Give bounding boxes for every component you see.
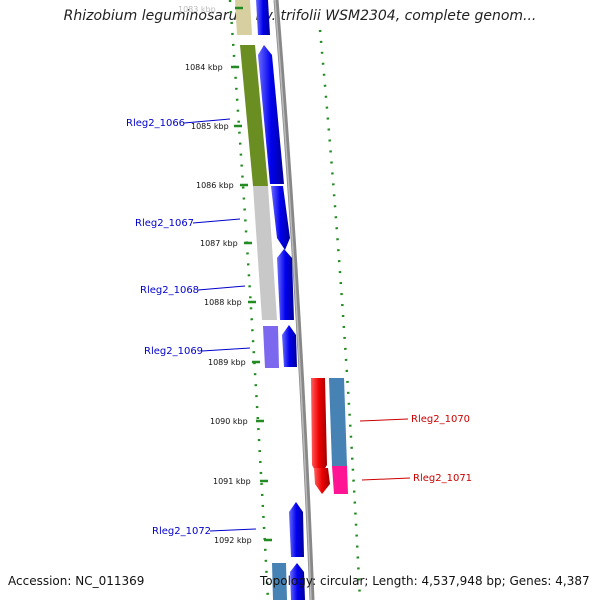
ruler-label: 1092 kbp <box>214 536 252 545</box>
accession-text: Accession: NC_011369 <box>8 574 145 588</box>
leader-line <box>201 347 251 352</box>
leader-line <box>183 118 231 124</box>
ruler-ticks <box>231 6 272 542</box>
leader-line <box>359 418 409 422</box>
gene-arrow-forward[interactable] <box>290 563 305 600</box>
ruler-label: 1091 kbp <box>213 477 251 486</box>
cog-block-pink <box>332 466 348 494</box>
cog-block-olive <box>240 45 268 186</box>
gene-arrow-forward[interactable] <box>256 0 270 35</box>
gene-arrow-forward[interactable] <box>289 502 304 557</box>
cog-block-khaki <box>235 0 252 35</box>
gene-label-rleg2-1069[interactable]: Rleg2_1069 <box>144 346 203 357</box>
gene-label-rleg2-1068[interactable]: Rleg2_1068 <box>140 285 199 296</box>
gene-arrow-forward[interactable] <box>277 249 294 320</box>
cog-block-steel-bottom <box>272 563 287 600</box>
ruler-label: 1087 kbp <box>200 239 238 248</box>
gene-label-rleg2-1072[interactable]: Rleg2_1072 <box>152 526 211 537</box>
leader-line <box>209 528 257 532</box>
gene-arrow-reverse[interactable] <box>314 468 330 494</box>
ruler-label: 1085 kbp <box>191 122 229 131</box>
leader-line <box>197 285 246 291</box>
ruler-label: 1084 kbp <box>185 63 223 72</box>
ruler-label: 1086 kbp <box>196 181 234 190</box>
ruler-label: 1083 kbp <box>178 5 216 14</box>
leader-line <box>192 218 241 224</box>
ruler-label: 1089 kbp <box>208 358 246 367</box>
backbone-highlight <box>274 0 312 600</box>
gene-label-rleg2-1070[interactable]: Rleg2_1070 <box>411 414 470 425</box>
map-title: Rhizobium leguminosarum bv. trifolii WSM… <box>63 8 537 24</box>
gene-arrow-forward[interactable] <box>271 186 290 250</box>
gene-label-rleg2-1071[interactable]: Rleg2_1071 <box>413 473 472 484</box>
outer-ring-left <box>228 0 270 600</box>
gene-arrow-forward[interactable] <box>258 45 284 184</box>
gene-arrow-reverse[interactable] <box>311 378 327 478</box>
gene-label-rleg2-1066[interactable]: Rleg2_1066 <box>126 118 185 129</box>
outer-ring-right <box>318 29 362 600</box>
cog-block-steel <box>329 378 347 466</box>
backbone-arc <box>273 0 315 600</box>
topology-text: Topology: circular; Length: 4,537,948 bp… <box>260 574 590 588</box>
gene-label-rleg2-1067[interactable]: Rleg2_1067 <box>135 218 194 229</box>
gene-arrow-forward[interactable] <box>282 325 297 367</box>
cog-block-purple <box>263 326 279 368</box>
ruler-label: 1090 kbp <box>210 417 248 426</box>
leader-line <box>361 477 411 481</box>
cog-block-gray <box>253 186 277 320</box>
ruler-label: 1088 kbp <box>204 298 242 307</box>
